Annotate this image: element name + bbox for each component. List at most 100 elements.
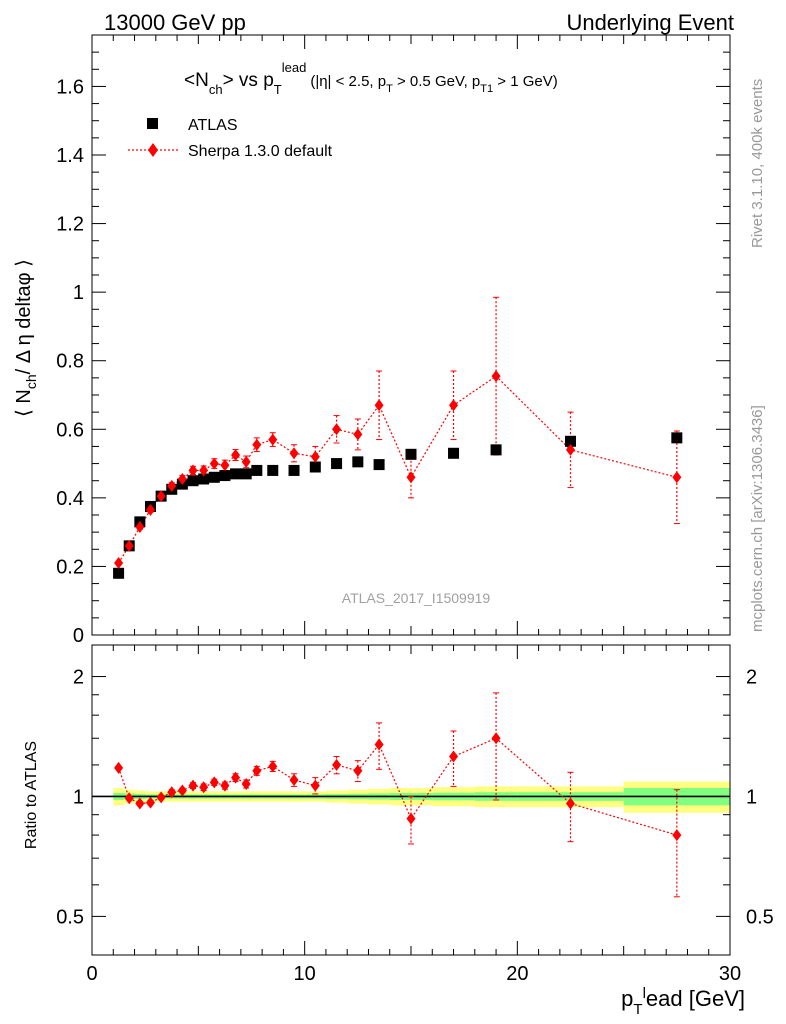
mc-point [289,447,299,460]
mc-point [241,777,251,790]
data-point [490,444,502,456]
legend-sherpa-label: Sherpa 1.3.0 default [188,143,333,160]
mc-point [491,370,501,383]
mc-point [220,459,230,472]
y-tick-label-right: 0.5 [746,906,774,928]
y-tick-label: 0.2 [56,556,84,578]
legend: ATLAS Sherpa 1.3.0 default [128,117,333,160]
mc-point [268,760,278,773]
mc-point [135,521,145,533]
mc-point [167,786,177,799]
mc-point [156,791,166,804]
mc-point [209,457,219,470]
mc-point [353,764,363,777]
data-point [288,464,300,476]
y-tick-label: 0 [73,625,84,647]
y-tick-label: 2 [73,667,84,689]
mc-point [566,797,575,810]
mc-point [114,557,124,569]
mc-point [491,732,501,745]
y-tick-label-right: 1 [746,786,757,808]
y-tick-label: 0.8 [56,351,84,373]
data-point [331,458,343,470]
mc-point [145,503,155,516]
legend-atlas-marker [147,118,158,129]
analysis-id-label: ATLAS_2017_I1509919 [342,590,491,606]
mc-point [199,464,209,477]
mc-point [252,438,262,451]
legend-atlas-label: ATLAS [188,117,238,134]
mcplots-source-label: mcplots.cern.ch [arXiv:1306.3436] [749,405,766,632]
x-tick-label: 0 [86,963,97,985]
mc-point [124,539,134,552]
mc-point [310,450,320,463]
x-tick-label: 20 [506,963,528,985]
data-point [187,475,199,487]
mc-point [114,761,124,774]
mc-point [167,479,177,492]
mc-point [188,464,198,477]
mc-point [406,812,416,825]
data-point [565,435,576,447]
data-point [267,464,279,476]
y-tick-label-right: 2 [746,667,757,689]
mc-point [156,490,166,503]
data-point [208,471,220,483]
mc-point [332,758,342,771]
mc-point [177,784,187,797]
y-tick-label: 0.5 [56,906,84,928]
mc-point [566,443,575,456]
mc-point [220,779,230,792]
mc-point [231,771,241,784]
mc-point [353,428,363,441]
mc-point [672,471,682,484]
y-tick-label: 1.4 [56,145,84,167]
mc-point [145,796,155,809]
data-point [373,459,385,471]
data-point [240,468,252,480]
data-point [113,567,125,579]
y-tick-label: 1 [73,786,84,808]
data-point [405,448,417,460]
mc-point [374,399,384,412]
mc-point [124,792,134,805]
mc-point [310,779,320,792]
mc-point [231,449,241,461]
x-tick-label: 10 [294,963,316,985]
data-point [251,464,263,476]
data-point [448,447,460,459]
mc-point [188,779,198,792]
data-point [671,432,683,444]
mc-point [268,433,278,446]
data-point [219,470,231,482]
ratio-panel: 0 10 20 30 0.5 0.5 1 1 2 2 [56,644,774,985]
mc-point [672,829,682,842]
y-tick-label: 0.4 [56,488,84,510]
ratio-y-axis-title: Ratio to ATLAS [23,741,40,849]
mc-point [241,455,251,468]
mc-point [449,399,459,412]
mc-point [374,738,384,751]
main-panel: 0 0.2 0.4 0.6 0.8 1 1.2 1.4 1.6 [56,34,731,647]
main-y-axis-title: ⟨ Nch/ Δ η deltaφ ⟩ [13,259,39,417]
legend-sherpa-marker [148,143,158,157]
data-point [309,461,321,473]
mc-point [406,471,416,484]
mc-point [209,776,219,789]
y-tick-label: 1.2 [56,214,84,236]
plot-title: <Nch> vs pTlead(|η| < 2.5, pT > 0.5 GeV,… [184,60,558,97]
mc-point [289,773,299,786]
process-label: Underlying Event [566,10,734,35]
y-tick-label: 1.6 [56,76,84,98]
data-point [198,473,210,485]
rivet-version-label: Rivet 3.1.10, 400k events [749,79,766,248]
mc-point [332,423,342,436]
data-point [230,468,242,480]
mc-point [177,473,187,485]
mc-point [135,797,145,810]
mc-point [199,781,209,794]
mc-point [252,764,262,777]
x-tick-label: 30 [719,963,741,985]
y-tick-label: 1 [73,282,84,304]
